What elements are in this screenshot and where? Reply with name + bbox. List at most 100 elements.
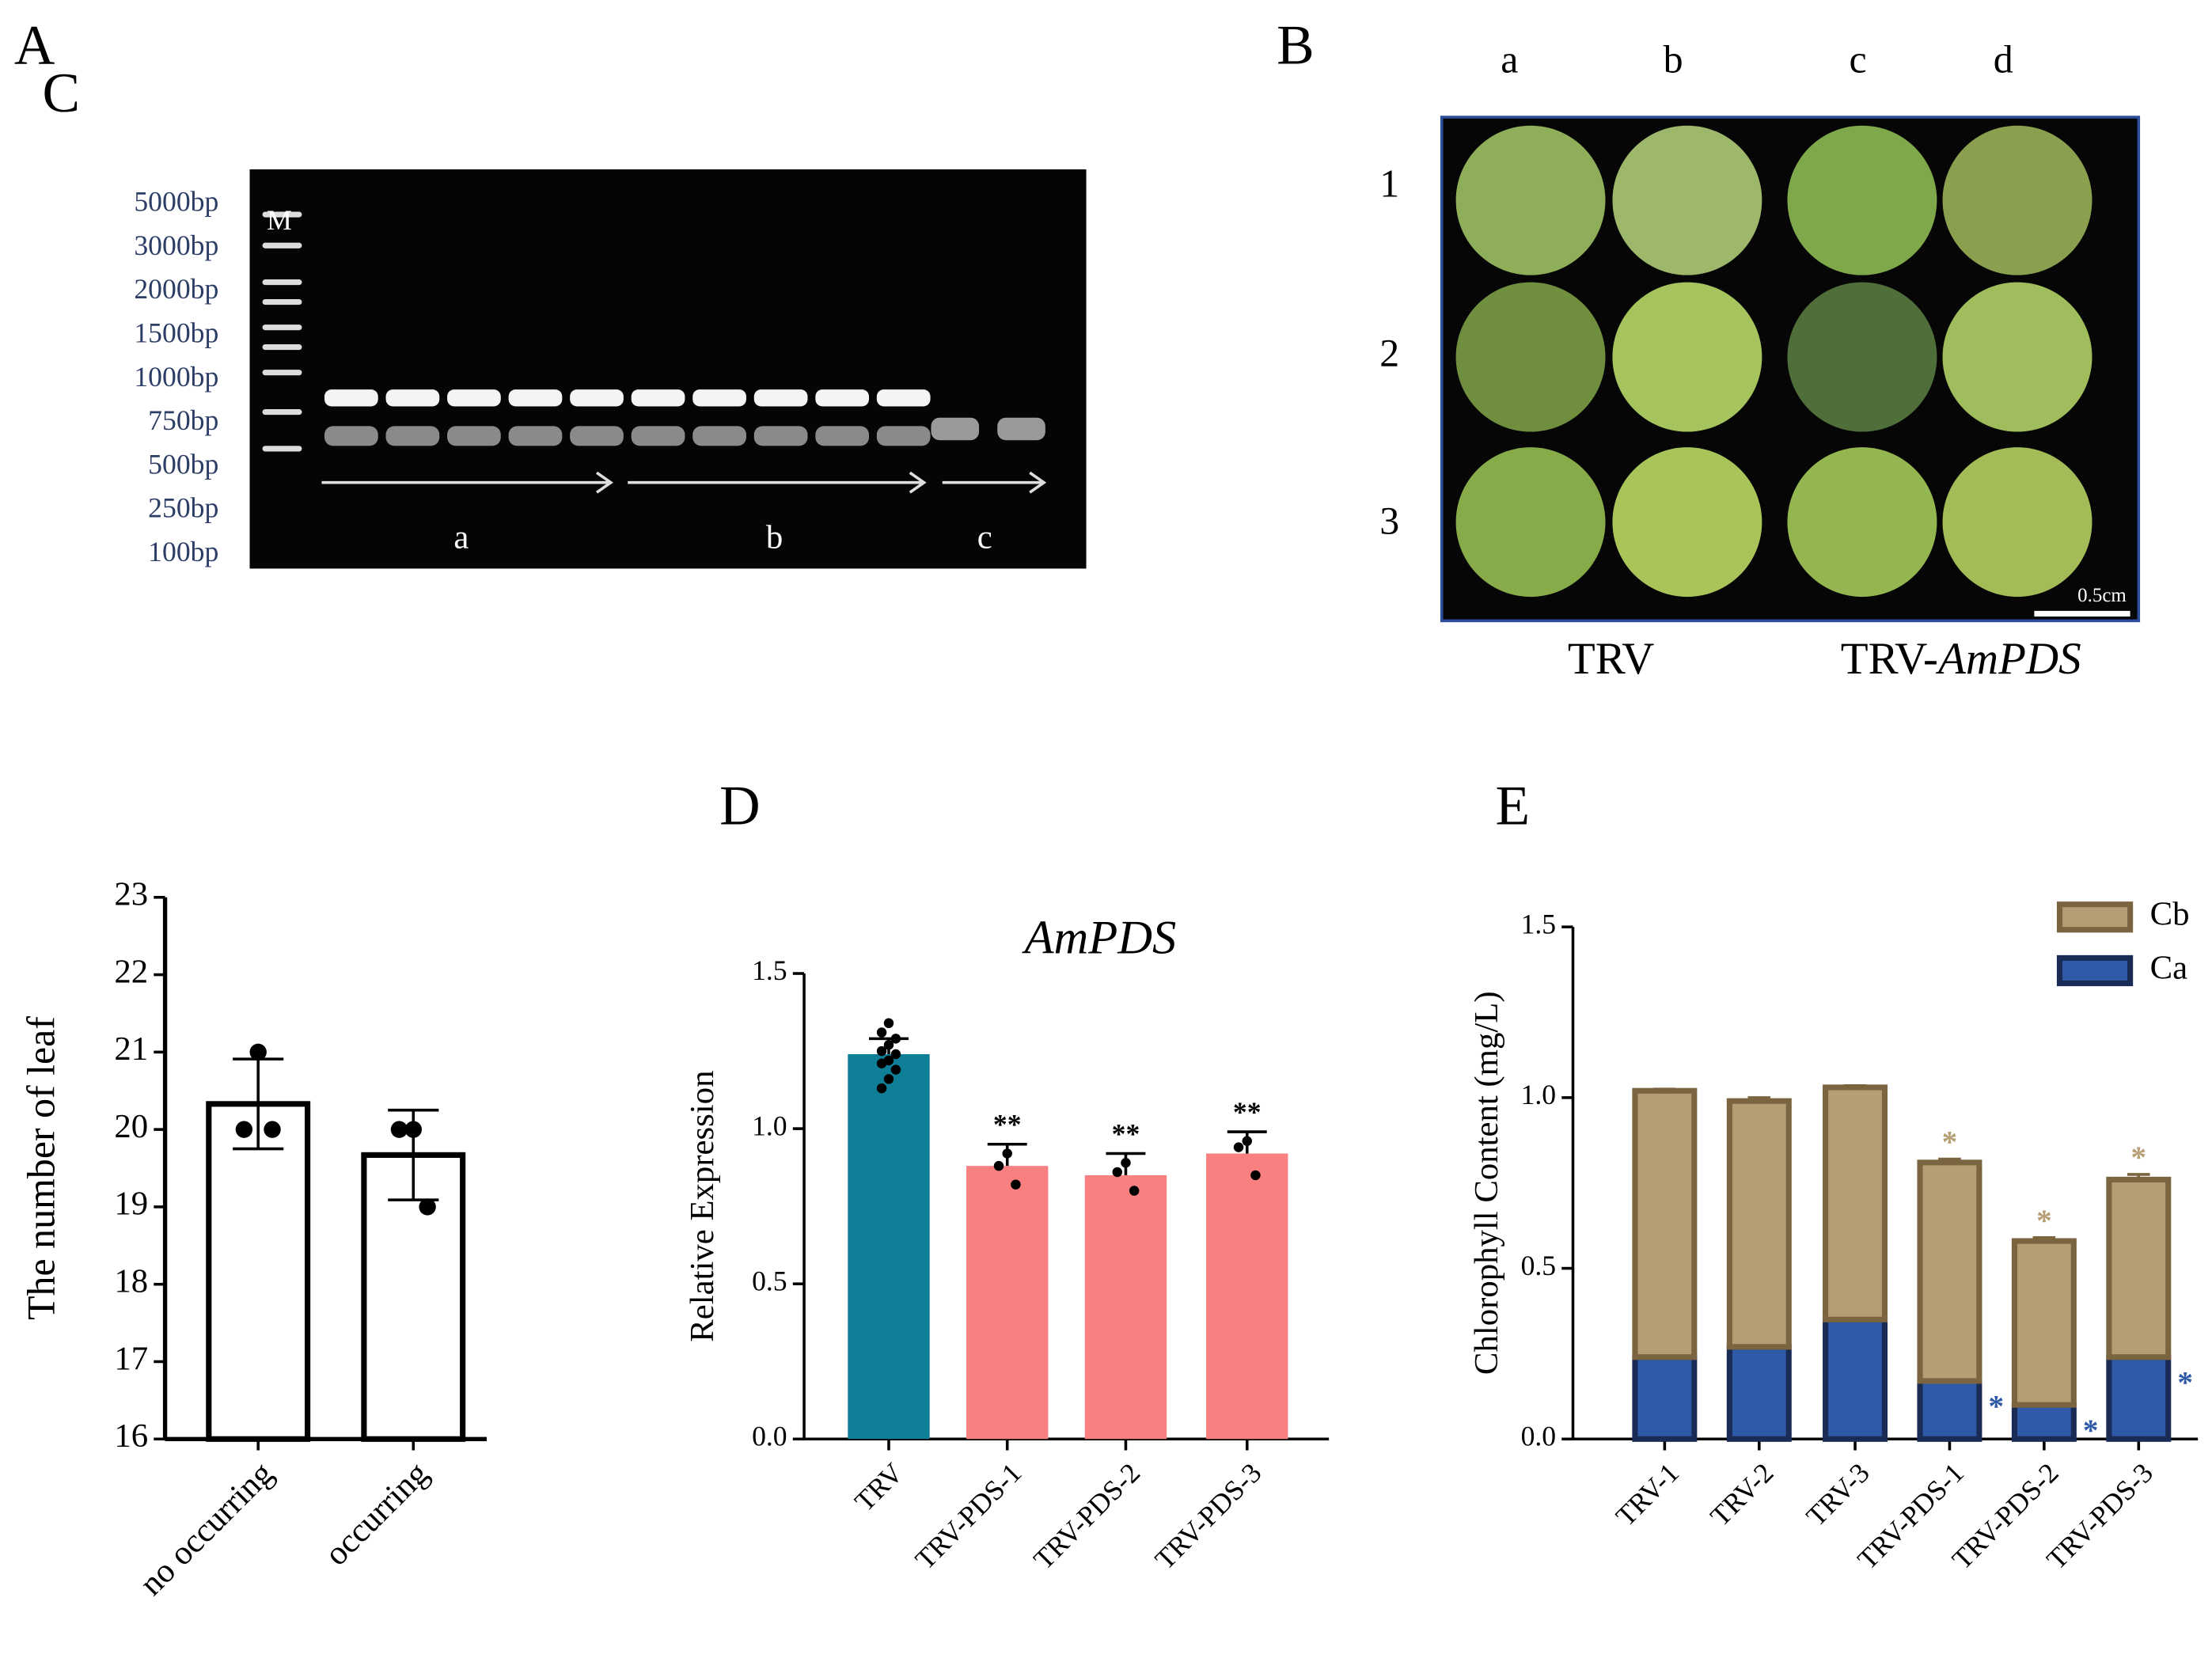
ladder-label: 1000bp bbox=[134, 361, 218, 393]
ladder-label: 2000bp bbox=[134, 273, 218, 305]
bar-segment bbox=[2011, 1402, 2077, 1442]
x-tick-label: TRV-2 bbox=[1704, 1457, 1779, 1532]
significance: * bbox=[2083, 1413, 2099, 1448]
y-axis-label: Chlorophyll Content (mg/L) bbox=[1468, 991, 1505, 1375]
lane-group-label: c bbox=[977, 519, 992, 556]
bar-segment bbox=[1823, 1316, 1888, 1442]
group-italic: AmPDS bbox=[1935, 634, 2081, 684]
x-tick-label: no occurring bbox=[133, 1455, 281, 1603]
ladder-label: 1500bp bbox=[134, 317, 218, 349]
panel-label: D bbox=[719, 774, 761, 837]
data-point bbox=[883, 1018, 894, 1029]
error-bar bbox=[1938, 1157, 1961, 1163]
bar bbox=[1206, 1153, 1288, 1440]
band bbox=[815, 389, 870, 407]
significance: ** bbox=[1112, 1117, 1140, 1149]
significance: ** bbox=[993, 1109, 1022, 1140]
significance: * bbox=[2177, 1365, 2193, 1399]
scale-label: 0.5cm bbox=[2077, 585, 2127, 606]
ladder-label: 100bp bbox=[148, 536, 218, 567]
band bbox=[631, 426, 685, 446]
x-tick-label: TRV-PDS-2 bbox=[1027, 1457, 1146, 1576]
row-label: 3 bbox=[1379, 499, 1399, 543]
bar-segment bbox=[1917, 1378, 1982, 1442]
bar-segment bbox=[1726, 1344, 1792, 1442]
bar bbox=[206, 1101, 311, 1442]
ladder-label: 750bp bbox=[148, 404, 218, 436]
y-tick-label: 19 bbox=[114, 1186, 148, 1223]
legend-swatch bbox=[2056, 954, 2134, 987]
x-tick-label: occurring bbox=[317, 1455, 435, 1573]
band bbox=[324, 426, 378, 446]
arrows bbox=[321, 471, 1047, 494]
data-point bbox=[1121, 1158, 1131, 1168]
data-point bbox=[883, 1074, 894, 1084]
group-label: TRV-AmPDS bbox=[1841, 634, 2081, 684]
y-tick-label: 1.5 bbox=[752, 954, 787, 986]
error-bar bbox=[2032, 1235, 2056, 1242]
band bbox=[447, 389, 501, 407]
chart-title: AmPDS bbox=[1021, 912, 1176, 965]
band bbox=[508, 389, 563, 407]
y-tick-label: 0.0 bbox=[1521, 1420, 1557, 1451]
group-label: TRV bbox=[1568, 634, 1654, 684]
band bbox=[508, 426, 563, 446]
lane-group-label: b bbox=[766, 519, 783, 556]
group-prefix: TRV- bbox=[1841, 634, 1938, 684]
data-point bbox=[890, 1034, 901, 1044]
data-point bbox=[1011, 1179, 1021, 1190]
y-tick-label: 1.5 bbox=[1521, 908, 1557, 939]
band bbox=[385, 426, 440, 446]
ladder-band bbox=[262, 446, 302, 452]
band bbox=[447, 426, 501, 446]
significance: * bbox=[1988, 1390, 2004, 1424]
panel-label: B bbox=[1277, 14, 1315, 77]
bar-segment bbox=[1917, 1159, 1982, 1384]
leaf-disc bbox=[1787, 125, 1937, 275]
data-point bbox=[1112, 1167, 1122, 1178]
x-tick-label: TRV-1 bbox=[1610, 1457, 1685, 1532]
leaf-disc bbox=[1787, 447, 1937, 598]
data-point bbox=[1002, 1148, 1012, 1159]
bar-segment bbox=[2106, 1176, 2172, 1360]
y-tick-label: 17 bbox=[114, 1340, 148, 1377]
lane-group-label: a bbox=[453, 519, 469, 556]
data-point bbox=[883, 1039, 894, 1050]
ladder-label: 250bp bbox=[148, 492, 218, 524]
panel-label: E bbox=[1495, 774, 1530, 837]
ladder-band bbox=[262, 344, 302, 351]
legend-label: Ca bbox=[2150, 949, 2188, 986]
data-point bbox=[404, 1121, 422, 1138]
leaf-disc bbox=[1612, 125, 1762, 275]
row-label: 2 bbox=[1379, 332, 1399, 375]
y-tick-label: 1.0 bbox=[752, 1110, 787, 1141]
data-point bbox=[993, 1160, 1004, 1171]
gel bbox=[249, 169, 1087, 569]
column-label: a bbox=[1501, 38, 1518, 82]
bar-segment bbox=[1726, 1098, 1792, 1350]
error-bar bbox=[1653, 1087, 1676, 1091]
legend-label: Cb bbox=[2150, 896, 2190, 933]
band bbox=[631, 389, 685, 407]
column-label: b bbox=[1664, 38, 1683, 82]
leaf-disc bbox=[1612, 282, 1762, 432]
leaf-disc bbox=[1787, 282, 1937, 432]
leaf-disc bbox=[1942, 447, 2092, 598]
band bbox=[876, 426, 931, 446]
leaf-discs bbox=[1455, 125, 2092, 598]
data-point bbox=[235, 1121, 253, 1138]
ladder-label: 5000bp bbox=[134, 186, 218, 218]
data-point bbox=[876, 1083, 887, 1094]
x-tick-label: TRV bbox=[848, 1456, 909, 1517]
y-tick-label: 1.0 bbox=[1521, 1079, 1557, 1110]
band bbox=[570, 389, 624, 407]
data-point bbox=[419, 1198, 436, 1216]
ladder-label: 3000bp bbox=[134, 230, 218, 261]
column-label: d bbox=[1994, 38, 2013, 82]
ladder-band bbox=[262, 370, 302, 376]
error-bar bbox=[1843, 1084, 1867, 1087]
x-tick-label: TRV-3 bbox=[1800, 1457, 1875, 1532]
significance: ** bbox=[1233, 1096, 1262, 1128]
